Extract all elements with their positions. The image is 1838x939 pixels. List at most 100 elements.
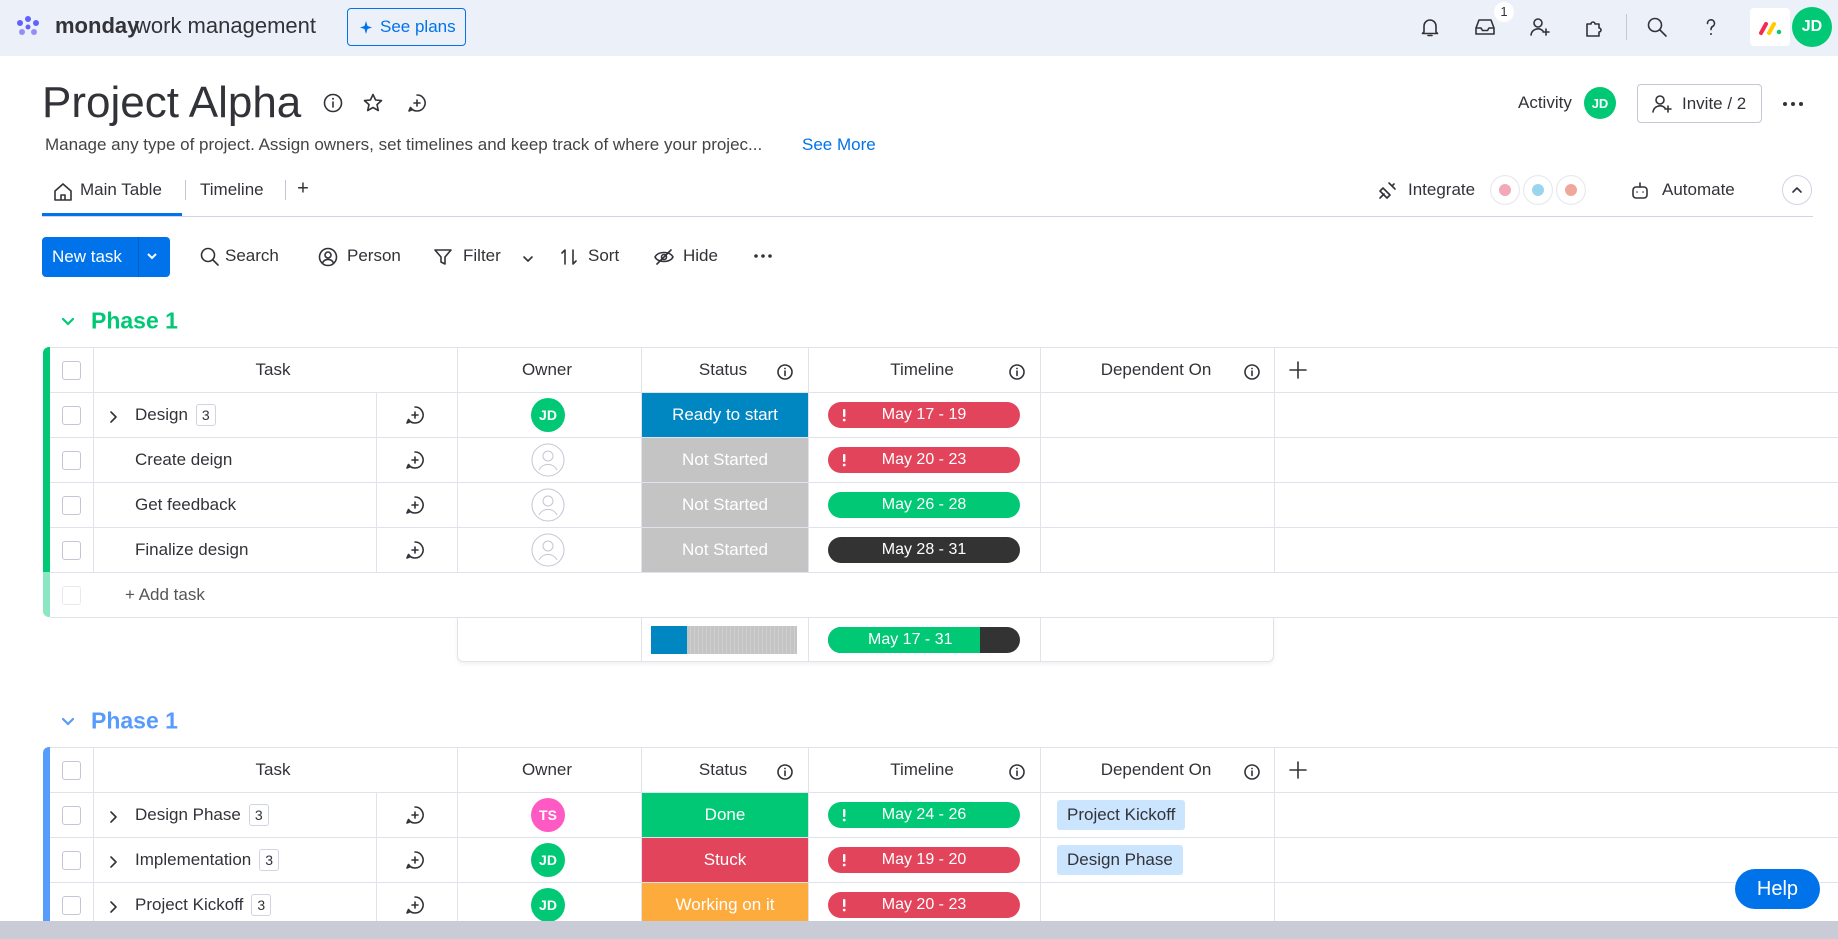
filter-dropdown[interactable] [516, 247, 536, 267]
task-name[interactable]: Design Phase [135, 804, 241, 824]
empty-owner[interactable] [531, 533, 565, 567]
invite-button[interactable]: Invite / 2 [1637, 84, 1762, 123]
new-task-dropdown[interactable] [140, 244, 164, 268]
owner-avatar[interactable]: JD [531, 887, 565, 922]
column-header[interactable]: Task [255, 359, 291, 379]
row-checkbox[interactable] [62, 360, 81, 380]
column-info-icon[interactable] [1005, 360, 1025, 380]
status-cell[interactable]: Done [642, 793, 808, 837]
row-checkbox[interactable] [62, 585, 81, 605]
user-avatar[interactable]: JD [1792, 7, 1832, 47]
row-checkbox[interactable] [62, 405, 81, 425]
column-info-icon[interactable] [1240, 360, 1260, 380]
column-header[interactable]: Owner [521, 759, 573, 779]
see-more-link[interactable]: See More [802, 135, 876, 154]
owner-avatar[interactable]: JD [531, 842, 565, 877]
add-task[interactable]: + Add task [125, 584, 205, 604]
add-column[interactable] [1286, 358, 1310, 382]
row-checkbox[interactable] [62, 760, 81, 780]
row-checkbox[interactable] [62, 540, 81, 560]
updates-button[interactable] [403, 493, 427, 517]
timeline-pill[interactable]: May 20 - 23 [828, 446, 1020, 473]
filter-button[interactable]: Filter [463, 246, 501, 265]
column-header[interactable]: Dependent On [1100, 359, 1212, 379]
status-cell[interactable]: Stuck [642, 838, 808, 882]
row-checkbox[interactable] [62, 495, 81, 515]
person-button[interactable]: Person [347, 246, 401, 265]
expand-subitems[interactable] [101, 805, 121, 825]
column-header[interactable]: Owner [521, 359, 573, 379]
task-name[interactable]: Project Kickoff [135, 894, 244, 914]
expand-subitems[interactable] [101, 405, 121, 425]
info-icon[interactable] [321, 91, 345, 115]
row-checkbox[interactable] [62, 895, 81, 915]
inbox-icon[interactable] [1473, 15, 1497, 39]
filter-icon[interactable] [431, 245, 453, 267]
task-name[interactable]: Create deign [135, 449, 233, 469]
updates-icon[interactable] [405, 91, 429, 115]
timeline-pill[interactable]: May 20 - 23 [828, 891, 1020, 918]
invite-members-icon[interactable] [1528, 15, 1552, 39]
updates-button[interactable] [403, 848, 427, 872]
timeline-pill[interactable]: May 19 - 20 [828, 846, 1020, 873]
row-checkbox[interactable] [62, 450, 81, 470]
status-cell[interactable]: Not Started [642, 438, 808, 482]
updates-button[interactable] [403, 803, 427, 827]
view-tab[interactable]: Main Table [80, 180, 162, 199]
hide-icon[interactable] [652, 245, 674, 267]
empty-owner[interactable] [531, 488, 565, 522]
new-task-button[interactable]: New task [42, 237, 170, 277]
person-icon[interactable] [316, 245, 338, 267]
column-info-icon[interactable] [773, 760, 793, 780]
column-info-icon[interactable] [1005, 760, 1025, 780]
column-header[interactable]: Timeline [890, 759, 954, 779]
collapse-button[interactable] [1782, 175, 1812, 205]
task-name[interactable]: Design [135, 404, 188, 424]
add-view-button[interactable]: + [297, 177, 309, 200]
view-tab[interactable]: Timeline [200, 180, 264, 199]
status-cell[interactable]: Not Started [642, 528, 808, 572]
dependency-chip[interactable]: Project Kickoff [1057, 799, 1186, 830]
row-checkbox[interactable] [62, 850, 81, 870]
timeline-summary[interactable]: May 17 - 31 [828, 626, 980, 653]
updates-button[interactable] [403, 538, 427, 562]
notifications-icon[interactable] [1418, 15, 1442, 39]
task-name[interactable]: Finalize design [135, 539, 249, 559]
row-checkbox[interactable] [62, 805, 81, 825]
integrate-button[interactable]: Integrate [1408, 180, 1476, 199]
add-column[interactable] [1286, 758, 1310, 782]
owner-avatar[interactable]: TS [531, 797, 565, 832]
search-icon[interactable] [198, 245, 220, 267]
activity-button[interactable]: Activity [1518, 93, 1572, 112]
expand-subitems[interactable] [101, 895, 121, 915]
timeline-pill[interactable]: May 24 - 26 [828, 801, 1020, 828]
more-menu[interactable] [1781, 92, 1805, 116]
search-button[interactable]: Search [225, 246, 279, 265]
updates-button[interactable] [403, 448, 427, 472]
empty-owner[interactable] [531, 443, 565, 477]
column-header[interactable]: Status [698, 759, 748, 779]
automate-button[interactable]: Automate [1662, 180, 1735, 199]
column-info-icon[interactable] [773, 360, 793, 380]
timeline-pill[interactable]: May 17 - 19 [828, 401, 1020, 428]
column-header[interactable]: Timeline [890, 359, 954, 379]
expand-subitems[interactable] [101, 850, 121, 870]
task-name[interactable]: Implementation [135, 849, 252, 869]
group-title[interactable]: Phase 1 [91, 307, 178, 334]
horizontal-scrollbar[interactable] [0, 921, 1838, 939]
column-header[interactable]: Status [698, 359, 748, 379]
logo[interactable] [16, 13, 44, 39]
updates-button[interactable] [403, 893, 427, 917]
toolbar-more[interactable] [751, 244, 775, 268]
timeline-pill[interactable]: May 26 - 28 [828, 491, 1020, 518]
column-header[interactable]: Task [255, 759, 291, 779]
favorite-icon[interactable] [361, 91, 385, 115]
automate-icon[interactable] [1628, 179, 1650, 201]
sort-icon[interactable] [557, 245, 579, 267]
status-cell[interactable]: Working on it [642, 883, 808, 927]
status-cell[interactable]: Ready to start [642, 393, 808, 437]
hide-button[interactable]: Hide [683, 246, 718, 265]
sort-button[interactable]: Sort [588, 246, 620, 265]
column-info-icon[interactable] [1240, 760, 1260, 780]
integrate-icon[interactable] [1375, 179, 1397, 201]
